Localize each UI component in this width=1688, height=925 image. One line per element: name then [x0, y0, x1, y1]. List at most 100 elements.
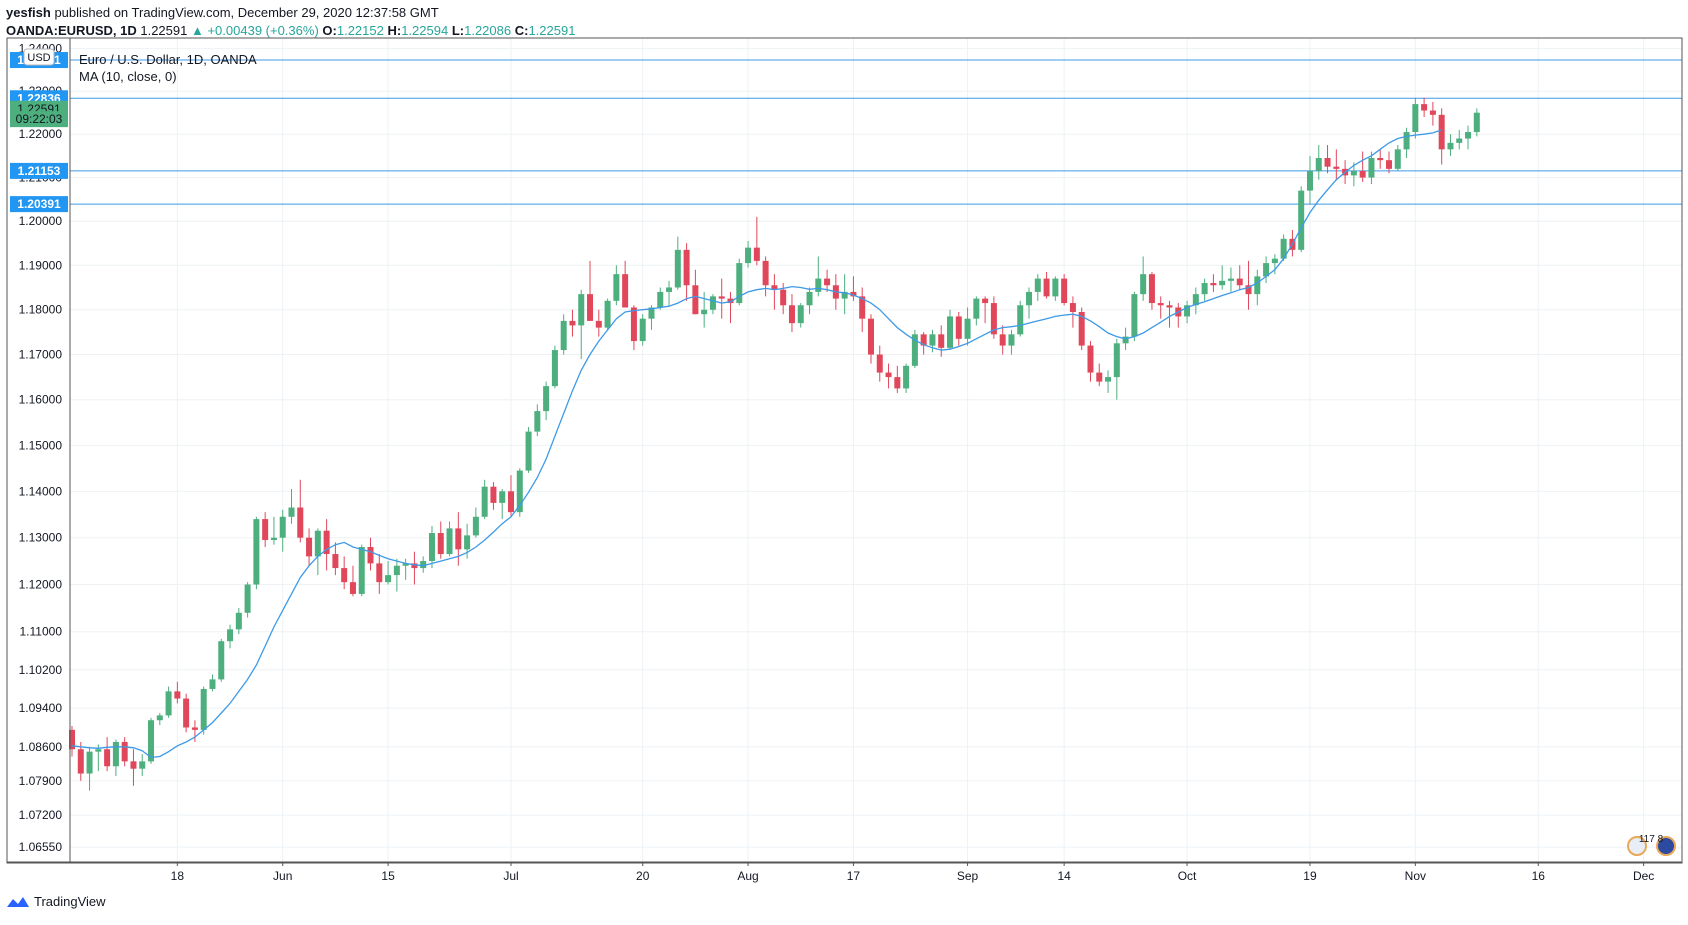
candle-body [569, 320, 576, 326]
candle-body [218, 641, 225, 680]
candle-body [525, 431, 532, 471]
y-tick-label: 1.14000 [19, 484, 63, 498]
close-label: C: [514, 23, 529, 38]
candle-body [1263, 263, 1270, 277]
candle-body [885, 372, 892, 378]
candle-body [209, 679, 216, 689]
candle-body [235, 612, 242, 630]
candle-body [859, 296, 866, 319]
candle-body [77, 749, 84, 774]
candle-body [613, 274, 620, 301]
current-price-label: 09:22:03 [16, 112, 63, 126]
candle-body [964, 318, 971, 339]
candle-body [630, 307, 637, 342]
candle-body [990, 303, 997, 335]
candle-body [1078, 311, 1085, 346]
candle-body [1148, 274, 1155, 304]
candle-body [1298, 190, 1305, 250]
candle-body [1447, 142, 1454, 150]
x-tick-label: 19 [1303, 869, 1317, 883]
candle-body [806, 291, 813, 306]
publisher-name[interactable]: yesfish [6, 5, 51, 20]
current-price-badge [10, 111, 68, 128]
candle-body [104, 749, 111, 767]
candle-body [929, 334, 936, 346]
candle-body [771, 285, 778, 290]
candle-body [262, 519, 269, 541]
candle-body [666, 287, 673, 292]
candle-body [727, 298, 734, 304]
tradingview-logo-icon[interactable] [6, 895, 30, 909]
candle-body [1456, 138, 1463, 143]
candle-body [1122, 336, 1129, 344]
currency-badge-box[interactable] [23, 48, 55, 66]
price-change: ▲ +0.00439 (+0.36%) [190, 23, 319, 38]
low-value: 1.22086 [464, 23, 512, 38]
candle-body [894, 377, 901, 389]
candle-body [1008, 334, 1015, 346]
indicator-label[interactable]: MA (10, close, 0) [79, 69, 177, 84]
candle-body [1324, 158, 1331, 167]
candle-body [1219, 280, 1226, 286]
x-tick-label: 17 [847, 869, 861, 883]
candle-body [1333, 166, 1340, 169]
candle-body [1017, 305, 1024, 335]
y-tick-label: 1.16000 [19, 393, 63, 407]
candle-body [332, 554, 339, 569]
candle-body [411, 563, 418, 569]
y-tick-label: 1.19000 [19, 258, 63, 272]
candle-body [165, 691, 172, 716]
currency-badge[interactable]: USD [27, 52, 50, 64]
candle-body [683, 249, 690, 286]
candle-body [1043, 278, 1050, 297]
candle-body [920, 334, 927, 346]
candle-body [1412, 104, 1419, 133]
candle-body [86, 751, 93, 774]
candle-body [736, 263, 743, 304]
y-tick-label: 1.12000 [19, 578, 63, 592]
y-tick-label: 1.06550 [19, 840, 63, 854]
candle-body [1210, 283, 1217, 286]
candle-body [903, 365, 910, 389]
watermark-text: 117 8 [1639, 834, 1664, 845]
candle-body [1377, 158, 1384, 161]
candle-body [622, 274, 629, 308]
chart-header: yesfish published on TradingView.com, De… [6, 4, 575, 40]
footer-brand[interactable]: TradingView [34, 894, 106, 909]
candle-body [604, 300, 611, 328]
y-tick-label: 1.18000 [19, 303, 63, 317]
open-label: O: [322, 23, 337, 38]
candles [69, 97, 1480, 791]
x-axis[interactable]: 18Jun15Jul20Aug17Sep14Oct19Nov16Dec14202… [171, 862, 1688, 883]
candle-body [323, 530, 330, 555]
candle-body [200, 688, 207, 730]
y-axis[interactable]: 1.240001.230001.220001.210001.200001.190… [19, 42, 63, 855]
x-tick-label: Nov [1405, 869, 1426, 883]
candle-body [393, 565, 400, 576]
horizontal-lines[interactable] [70, 59, 1682, 205]
candle-body [955, 316, 962, 339]
y-tick-label: 1.20000 [19, 214, 63, 228]
candle-body [1438, 114, 1445, 150]
candle-body [174, 691, 181, 699]
candle-body [464, 535, 471, 550]
last-price: 1.22591 [140, 23, 188, 38]
x-tick-label: 14 [1057, 869, 1071, 883]
candle-body [1034, 278, 1041, 292]
candle-body [788, 305, 795, 324]
candle-body [1087, 345, 1094, 373]
candle-body [1069, 303, 1076, 312]
candle-body [1192, 294, 1199, 306]
y-tick-label: 1.15000 [19, 438, 63, 452]
candle-body [867, 318, 874, 355]
candle-body [446, 528, 453, 555]
y-tick-label: 1.09400 [19, 701, 63, 715]
candle-body [349, 582, 356, 594]
candle-body [490, 486, 497, 503]
candle-body [499, 491, 506, 503]
candle-body [745, 247, 752, 264]
candle-body [1201, 283, 1208, 295]
grid-lines [70, 38, 1682, 862]
candle-body [306, 537, 313, 557]
